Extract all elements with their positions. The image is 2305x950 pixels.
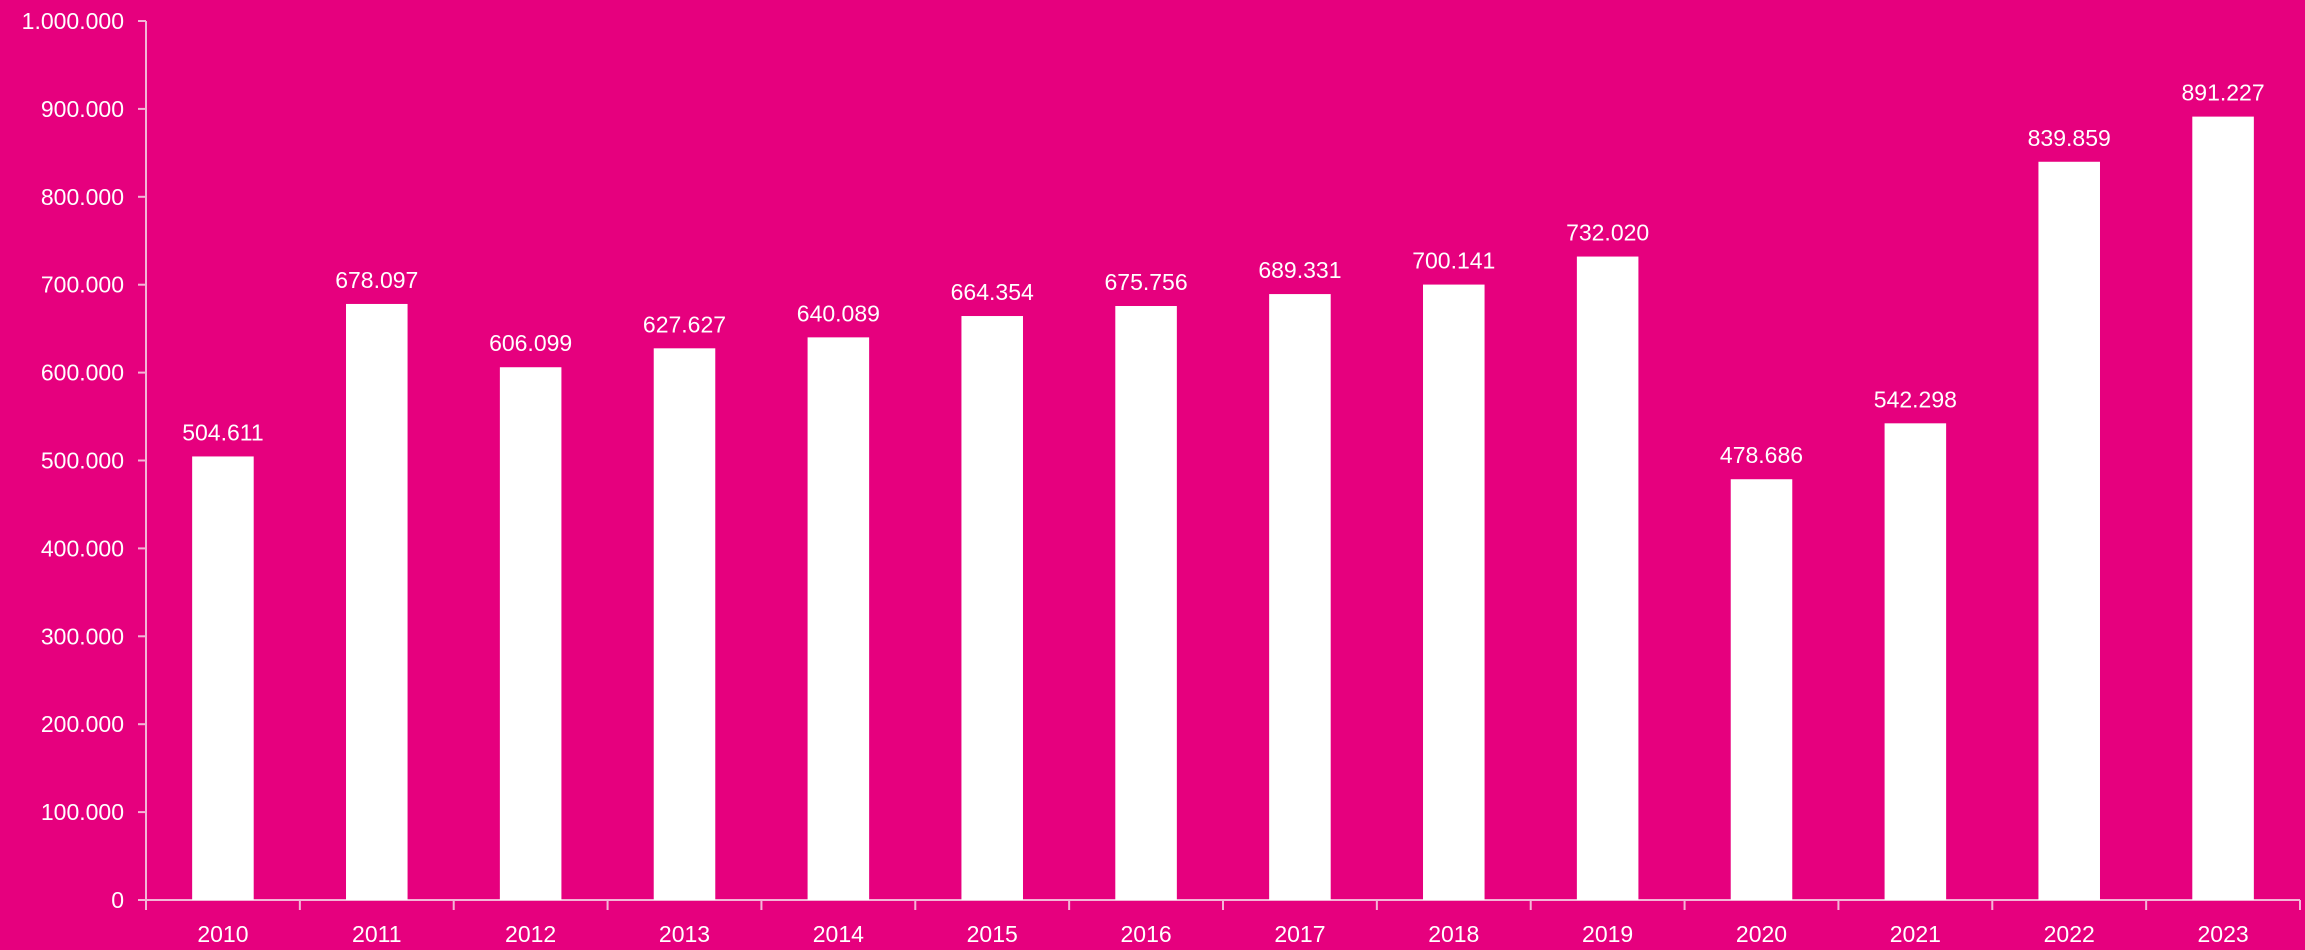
bar-2015 [961, 316, 1023, 900]
data-label-2019: 732.020 [1566, 220, 1649, 246]
data-label-2016: 675.756 [1105, 269, 1188, 295]
bar-2013 [653, 348, 716, 900]
bar-2020 [1730, 479, 1793, 900]
bar-2010 [192, 456, 254, 900]
x-tick-label-2023: 2023 [2197, 921, 2248, 947]
data-labels: 504.611 678.097 606.099 627.627 640.089 664.3… [182, 80, 2264, 469]
bar-2016 [1115, 306, 1177, 900]
data-label-2014: 640.089 [797, 300, 880, 326]
bar-2017 [1269, 294, 1331, 900]
y-tick-label: 200.000 [41, 711, 124, 737]
data-label-2022: 839.859 [2028, 125, 2111, 151]
data-label-2018: 700.141 [1412, 248, 1495, 274]
y-tick-label: 500.000 [41, 448, 124, 474]
x-tick-label-2014: 2014 [813, 921, 864, 947]
x-tick-label-2018: 2018 [1428, 921, 1479, 947]
data-label-2023: 891.227 [2182, 80, 2265, 106]
y-tick-label: 1.000.000 [22, 8, 124, 34]
x-tick-label-2022: 2022 [2044, 921, 2095, 947]
bar-2019 [1576, 256, 1639, 900]
y-tick-label: 400.000 [41, 535, 124, 561]
x-tick-label-2021: 2021 [1890, 921, 1941, 947]
bar-2022 [2038, 161, 2100, 901]
data-label-2011: 678.097 [335, 267, 418, 293]
y-tick-label: 0 [111, 887, 124, 913]
y-tick-label: 700.000 [41, 272, 124, 298]
bars [192, 116, 2254, 901]
y-tick-label: 600.000 [41, 360, 124, 386]
bar-2023 [2192, 116, 2254, 901]
y-tick-label: 100.000 [41, 799, 124, 825]
y-tick-label: 300.000 [41, 623, 124, 649]
bar-2014 [807, 337, 870, 900]
data-label-2021: 542.298 [1874, 386, 1957, 412]
y-tick-label: 900.000 [41, 96, 124, 122]
y-axis: 0 100.000 200.000 300.000 400.000 500.000 600.… [22, 8, 147, 913]
x-tick-label-2012: 2012 [505, 921, 556, 947]
data-label-2012: 606.099 [489, 330, 572, 356]
data-label-2013: 627.627 [643, 311, 726, 337]
bar-2012 [499, 367, 562, 900]
x-tick-label-2015: 2015 [967, 921, 1018, 947]
bar-2018 [1423, 284, 1485, 900]
data-label-2015: 664.354 [951, 279, 1034, 305]
x-tick-label-2016: 2016 [1120, 921, 1171, 947]
data-label-2020: 478.686 [1720, 442, 1803, 468]
x-tick-label-2019: 2019 [1582, 921, 1633, 947]
x-tick-label-2013: 2013 [659, 921, 710, 947]
x-tick-label-2010: 2010 [197, 921, 248, 947]
data-label-2017: 689.331 [1258, 257, 1341, 283]
data-label-2010: 504.611 [182, 419, 263, 445]
x-tick-label-2020: 2020 [1736, 921, 1787, 947]
y-tick-label: 800.000 [41, 184, 124, 210]
x-tick-label-2011: 2011 [352, 921, 401, 947]
bar-2011 [346, 303, 408, 900]
bar-2021 [1884, 423, 1947, 900]
x-tick-label-2017: 2017 [1274, 921, 1325, 947]
